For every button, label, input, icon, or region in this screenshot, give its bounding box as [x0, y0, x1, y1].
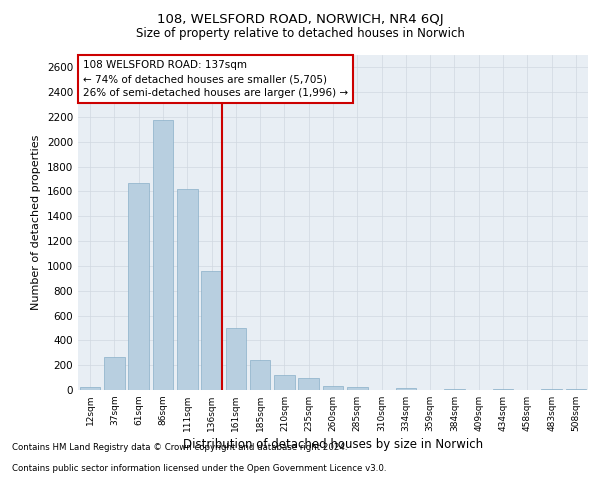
Bar [323, 386, 343, 390]
Bar [347, 386, 368, 390]
Bar [444, 389, 465, 390]
Bar [250, 360, 271, 390]
Bar [201, 271, 222, 390]
Text: 108 WELSFORD ROAD: 137sqm
← 74% of detached houses are smaller (5,705)
26% of se: 108 WELSFORD ROAD: 137sqm ← 74% of detac… [83, 60, 348, 98]
Bar [566, 389, 586, 390]
Y-axis label: Number of detached properties: Number of detached properties [31, 135, 41, 310]
Text: 108, WELSFORD ROAD, NORWICH, NR4 6QJ: 108, WELSFORD ROAD, NORWICH, NR4 6QJ [157, 12, 443, 26]
Bar [395, 388, 416, 390]
X-axis label: Distribution of detached houses by size in Norwich: Distribution of detached houses by size … [183, 438, 483, 451]
Bar [274, 375, 295, 390]
Bar [493, 388, 514, 390]
Text: Contains HM Land Registry data © Crown copyright and database right 2024.: Contains HM Land Registry data © Crown c… [12, 442, 347, 452]
Bar [152, 120, 173, 390]
Bar [104, 356, 125, 390]
Bar [80, 387, 100, 390]
Bar [128, 183, 149, 390]
Text: Size of property relative to detached houses in Norwich: Size of property relative to detached ho… [136, 28, 464, 40]
Bar [298, 378, 319, 390]
Bar [226, 328, 246, 390]
Bar [177, 189, 197, 390]
Text: Contains public sector information licensed under the Open Government Licence v3: Contains public sector information licen… [12, 464, 386, 473]
